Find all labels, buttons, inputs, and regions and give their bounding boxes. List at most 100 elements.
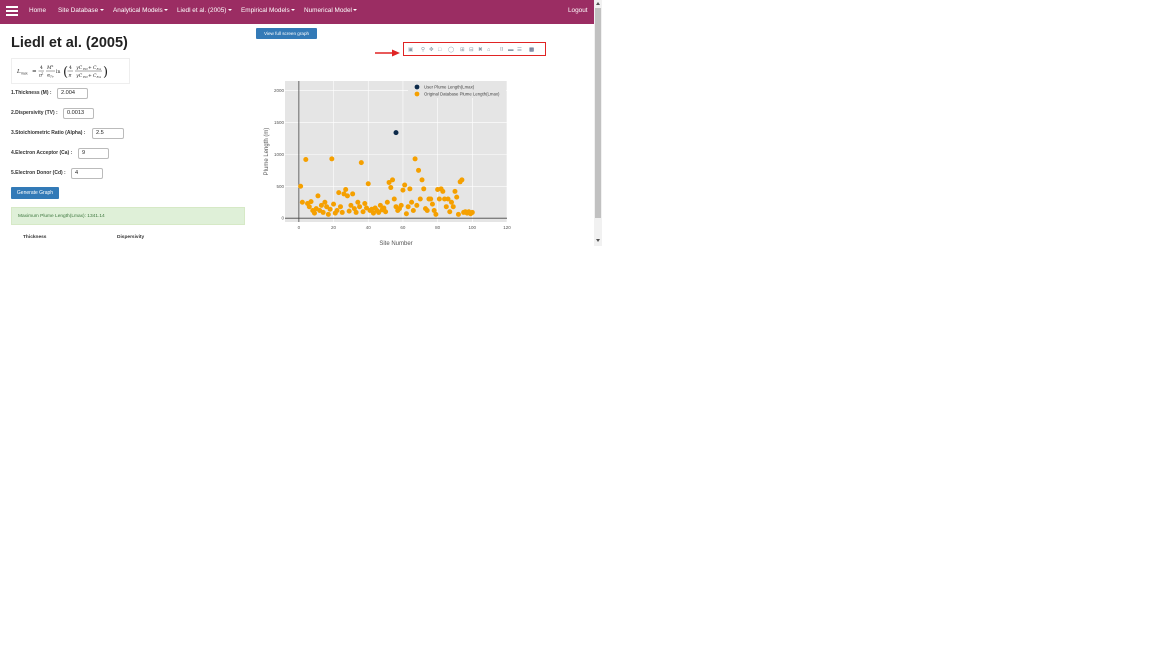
svg-text:α: α [47,74,50,79]
zoom-out-icon[interactable]: ⊟ [469,46,474,53]
database-data-point [445,196,451,202]
nav-analytical-models[interactable]: Analytical Models [113,7,169,14]
svg-text:π: π [38,74,43,79]
scrollbar-thumb[interactable] [595,8,601,218]
camera-icon[interactable]: ▣ [408,46,414,53]
database-data-point [360,209,366,215]
nav-liedl[interactable]: Liedl et al. (2005) [177,7,232,14]
database-data-point [469,209,475,215]
nav-empirical-models-label: Empirical Models [241,7,290,14]
nav-analytical-models-label: Analytical Models [113,7,163,14]
legend-marker [414,84,420,90]
view-full-screen-graph-button[interactable]: View full screen graph [256,28,317,39]
x-tick-label: 20 [331,225,337,230]
database-data-point [353,209,359,215]
pan-icon[interactable]: ✥ [429,46,434,53]
scroll-down-icon[interactable] [596,239,600,242]
svg-text:EA: EA [96,75,102,79]
database-data-point [450,204,456,210]
database-data-point [428,196,434,202]
database-data-point [315,193,321,199]
svg-text:ED: ED [82,75,88,79]
database-data-point [329,156,335,162]
database-data-point [433,211,439,217]
y-axis-title: Plume Length (m) [264,128,270,176]
nav-site-database[interactable]: Site Database [58,7,104,14]
svg-text:EA: EA [96,67,102,71]
chevron-down-icon [353,9,358,11]
database-data-point [357,204,363,210]
y-tick-label: 1000 [274,152,285,157]
svg-text:C: C [93,65,97,71]
top-navbar: Home Site Database Analytical Models Lie… [0,0,594,24]
database-data-point [386,179,392,185]
vertical-scrollbar[interactable] [594,0,602,246]
acceptor-label: 4.Electron Acceptor (Ca) : [11,150,73,156]
database-data-point [402,182,408,188]
chevron-down-icon [164,9,169,11]
x-axis-title: Site Number [379,241,412,246]
legend-marker [414,91,420,97]
scroll-up-icon[interactable] [596,2,600,5]
spike-lines-icon[interactable]: ⌷ [500,46,504,53]
lasso-select-icon[interactable]: ◯ [448,46,455,53]
database-data-point [442,196,448,202]
zoom-icon[interactable]: ⚲ [421,46,426,53]
database-data-point [311,210,317,216]
database-data-point [322,199,328,205]
svg-text:4: 4 [40,65,43,71]
ratio-input[interactable] [92,128,124,139]
legend-label: Original Database Plume Length(Lmax) [424,92,500,97]
database-data-point [440,188,446,194]
database-data-point [398,202,404,208]
dispersivity-input[interactable] [63,108,94,119]
database-data-point [327,206,333,212]
database-data-point [391,196,397,202]
generate-graph-button[interactable]: Generate Graph [11,187,59,199]
box-select-icon[interactable]: □ [438,46,442,53]
svg-text:π: π [68,74,73,79]
database-data-point [424,208,430,214]
user-data-point [393,130,399,136]
x-tick-label: 0 [298,225,301,230]
database-data-point [331,201,337,207]
svg-text:ln: ln [56,69,60,75]
y-tick-label: 500 [276,184,284,189]
acceptor-input[interactable] [78,148,109,159]
chevron-down-icon [99,9,104,11]
nav-empirical-models[interactable]: Empirical Models [241,7,296,14]
database-data-point [405,204,411,210]
hover-compare-icon[interactable]: ☰ [517,46,522,53]
nav-home[interactable]: Home [29,7,46,14]
database-data-point [454,194,460,200]
database-data-point [350,191,356,197]
result-panel: Maximum Plume Length(Lmax): 1341.14 [11,207,245,225]
x-tick-label: 100 [469,225,477,230]
svg-text:2: 2 [52,64,54,68]
thickness-input[interactable] [57,88,88,99]
database-data-point [358,160,364,166]
database-data-point [384,199,390,205]
hover-closest-icon[interactable]: ▬ [508,46,514,53]
database-data-point [443,204,449,210]
database-data-point [412,156,418,162]
hamburger-menu-icon[interactable] [6,6,18,16]
database-data-point [339,209,345,215]
nav-numerical-model[interactable]: Numerical Model [304,7,358,14]
svg-text:2: 2 [42,72,44,76]
database-data-point [324,204,330,210]
zoom-in-icon[interactable]: ⊞ [460,46,465,53]
reset-axes-icon[interactable]: ⌂ [487,46,491,53]
table-header-thickness: Thickness [23,235,47,240]
y-tick-label: 2000 [274,88,285,93]
scatter-chart: 0 20 40 60 80 100 120 0 500 1000 1500 2000 User Plum… [264,81,511,246]
database-data-point [303,156,309,162]
logout-link[interactable]: Logout [568,7,588,14]
svg-text:ED: ED [82,67,88,71]
database-data-point [421,186,427,192]
plot-area [285,81,507,222]
autoscale-icon[interactable]: ✖ [478,46,483,53]
donor-input[interactable] [71,168,103,179]
plotly-logo-icon[interactable]: ▩ [529,46,535,53]
database-data-point [400,187,406,193]
